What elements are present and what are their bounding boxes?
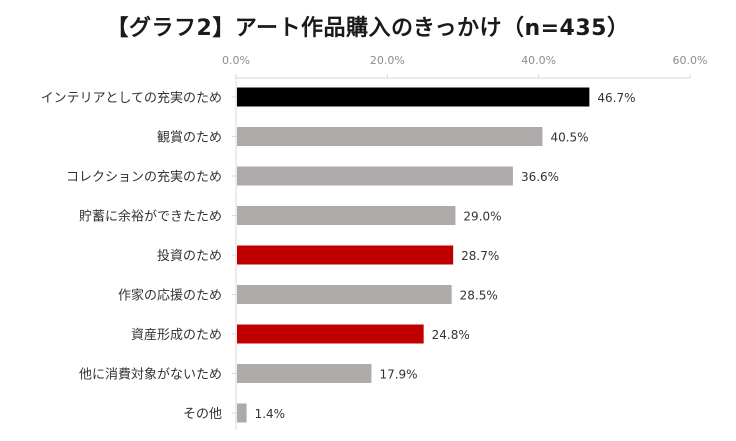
category-label: インテリアとしての充実のため xyxy=(41,90,222,106)
data-label: 28.7% xyxy=(461,249,499,263)
bar xyxy=(237,127,543,146)
data-label: 36.6% xyxy=(521,170,559,184)
bar xyxy=(237,403,247,423)
bar xyxy=(237,166,513,186)
x-tick-label: 20.0% xyxy=(370,54,405,67)
bar xyxy=(237,87,590,107)
x-tick-label: 40.0% xyxy=(521,54,556,67)
data-label: 46.7% xyxy=(597,91,635,105)
data-label: 1.4% xyxy=(255,407,285,421)
category-label: その他 xyxy=(183,407,222,422)
data-label: 28.5% xyxy=(460,289,498,303)
data-label: 17.9% xyxy=(379,368,417,382)
bar xyxy=(237,285,452,304)
category-label: 投資のため xyxy=(157,248,222,264)
category-label: 資産形成のため xyxy=(131,327,222,343)
category-label: コレクションの充実のため xyxy=(66,169,222,185)
category-label: 作家の応援のため xyxy=(118,288,222,304)
x-tick-label: 0.0% xyxy=(222,54,250,67)
bar xyxy=(237,324,424,344)
data-label: 40.5% xyxy=(550,131,588,145)
data-label: 29.0% xyxy=(463,210,501,224)
category-label: 貯蓄に余裕ができたため xyxy=(79,209,222,225)
bar xyxy=(237,206,456,225)
category-label: 観賞のため xyxy=(157,131,222,146)
chart-title: 【グラフ2】アート作品購入のきっかけ（n=435） xyxy=(106,16,630,41)
x-tick-label: 60.0% xyxy=(673,54,708,67)
bar xyxy=(237,245,454,265)
data-label: 24.8% xyxy=(432,328,470,342)
bar xyxy=(237,364,372,383)
category-label: 他に消費対象がないため xyxy=(79,368,222,383)
